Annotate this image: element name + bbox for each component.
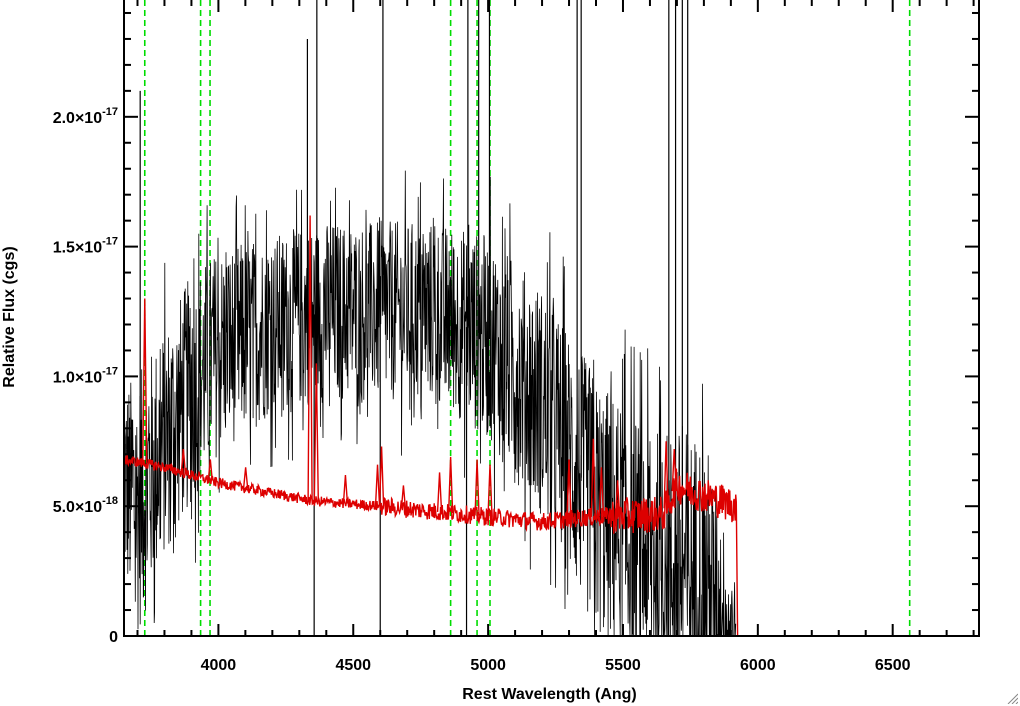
- emission-line: [598, 467, 605, 517]
- x-tick-label: 6000: [740, 657, 776, 674]
- x-axis-ticks: 4000 4500 5000 5500 6000 6500: [136, 0, 975, 674]
- emission-line: [487, 464, 493, 517]
- emission-line: [474, 459, 480, 516]
- y-tick-label: 2.0×10-17: [53, 106, 118, 127]
- model-continuum-series: [123, 215, 979, 637]
- emission-line: [180, 449, 187, 473]
- y-tick-label: 5.0×10-18: [53, 495, 118, 516]
- x-tick-label: 4500: [335, 657, 371, 674]
- emission-line: [142, 298, 148, 464]
- emission-line: [614, 480, 621, 516]
- model-continuum-line: [123, 454, 979, 637]
- emission-line: [374, 464, 381, 507]
- y-axis-ticks: 0 5.0×10-18 1.0×10-17 1.5×10-17 2.0×10-17: [53, 11, 979, 646]
- emission-line: [590, 438, 597, 517]
- emission-line: [342, 475, 349, 504]
- emission-line: [671, 449, 677, 492]
- x-tick-label: 5000: [470, 657, 506, 674]
- plot-frame: [123, 0, 980, 637]
- y-tick-label: 0: [109, 629, 118, 646]
- y-tick-label: 1.5×10-17: [53, 236, 118, 257]
- emission-line: [242, 467, 249, 489]
- x-tick-label: 4000: [201, 657, 237, 674]
- reference-lines: [143, 0, 911, 636]
- emission-line: [400, 485, 407, 509]
- x-tick-label: 5500: [605, 657, 641, 674]
- y-tick-label: 1.0×10-17: [53, 365, 118, 386]
- x-axis-label: Rest Wavelength (Ang): [462, 686, 637, 703]
- emission-line: [207, 459, 214, 481]
- observed-spectrum-series: [123, 0, 737, 637]
- x-tick-label: 6500: [875, 657, 911, 674]
- y-axis-label: Relative Flux (cgs): [1, 246, 18, 387]
- observed-spectrum-line: [123, 170, 737, 637]
- emission-line: [663, 441, 669, 509]
- emission-line: [447, 456, 454, 514]
- resize-grip-icon[interactable]: [1006, 692, 1018, 704]
- emission-line: [378, 446, 385, 507]
- emission-line: [436, 472, 443, 512]
- emission-line: [313, 363, 320, 502]
- emission-line: [307, 215, 313, 501]
- emission-line: [566, 459, 572, 520]
